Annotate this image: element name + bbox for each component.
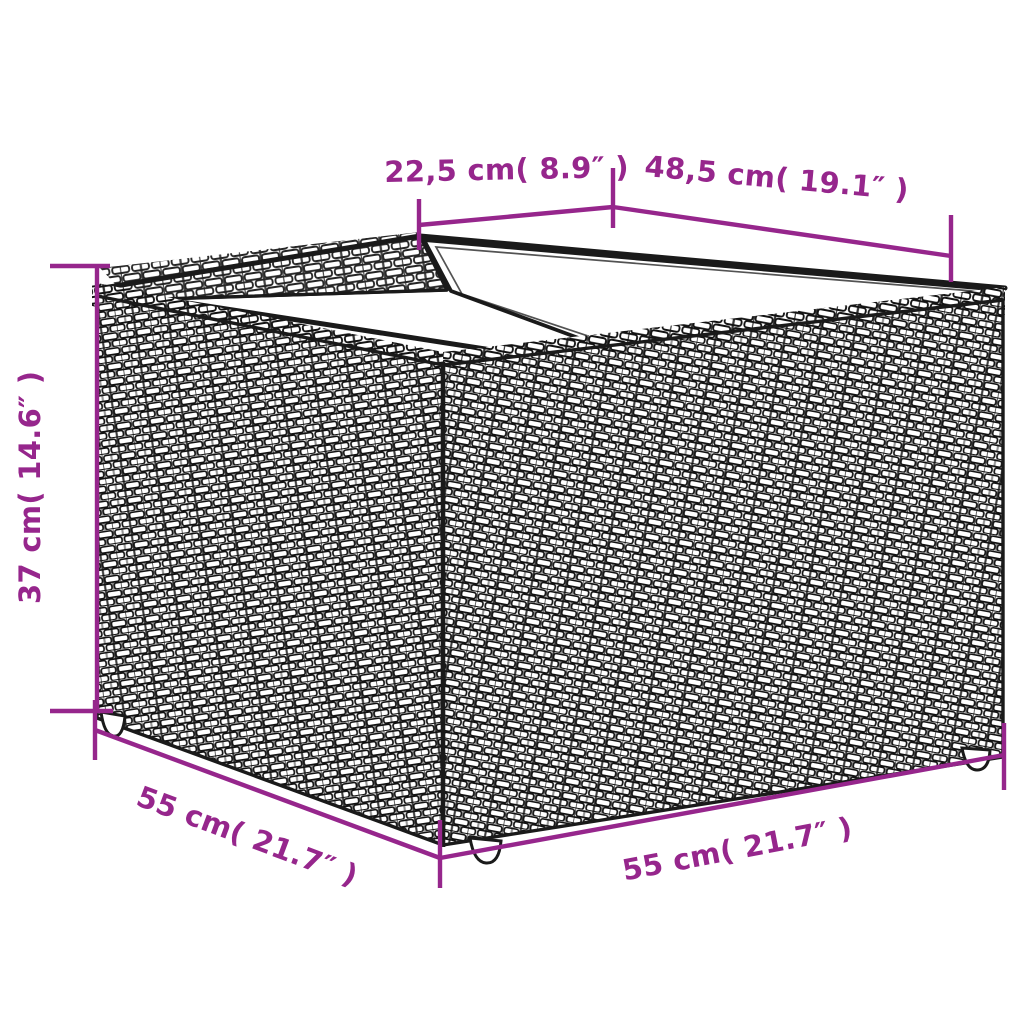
dim-line-depth (94, 727, 441, 861)
dim-line-width (439, 752, 1005, 861)
dim-line-top-right (612, 204, 952, 259)
dim-line-top-left (418, 204, 614, 228)
right-panel (441, 298, 1005, 847)
dimension-label-top-left-segment: 22,5 cm( 8.9″ ) (383, 149, 630, 189)
dimension-label-height: 37 cm( 14.6″ ) (13, 370, 47, 604)
